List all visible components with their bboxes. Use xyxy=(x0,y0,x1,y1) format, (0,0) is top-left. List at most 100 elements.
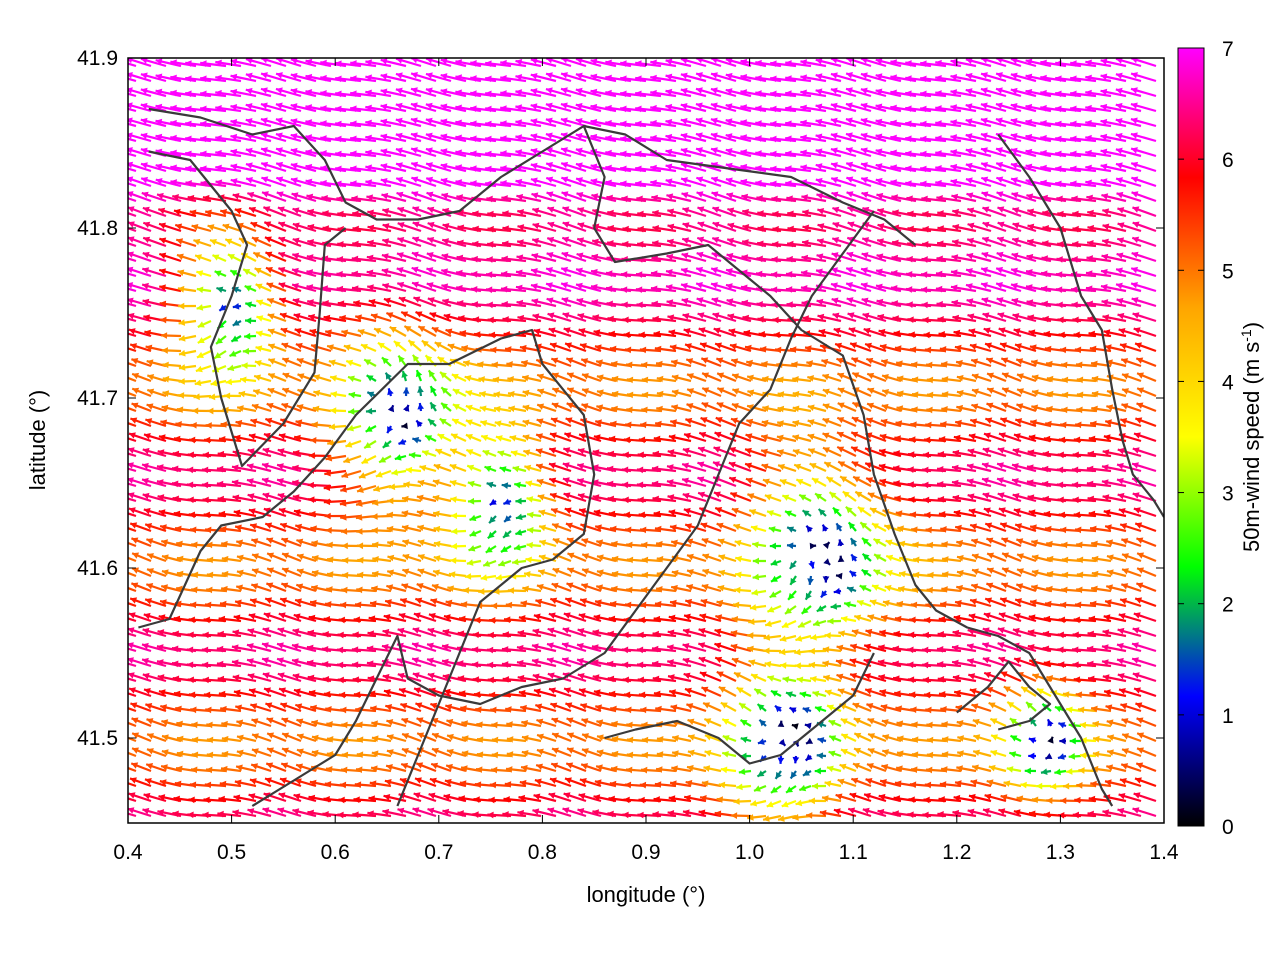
wind-arrow xyxy=(228,254,241,261)
wind-arrow xyxy=(1054,769,1066,776)
wind-arrow xyxy=(739,768,751,775)
wind-arrow xyxy=(231,336,241,342)
wind-arrow xyxy=(451,543,466,550)
wind-arrow xyxy=(767,675,781,681)
x-tick-label: 1.3 xyxy=(1046,841,1075,864)
wind-arrow xyxy=(782,621,796,628)
wind-arrow xyxy=(452,374,466,381)
wind-arrow xyxy=(782,801,796,807)
wind-arrow xyxy=(827,766,841,772)
wind-arrow xyxy=(224,392,241,399)
x-axis-ticks: 0.4 0.5 0.6 0.7 0.8 0.9 1.0 1.1 1.2 1.3 1.4 xyxy=(113,58,1179,864)
wind-arrow xyxy=(927,737,946,744)
wind-arrow xyxy=(795,662,811,669)
wind-arrow xyxy=(767,606,781,612)
wind-arrow xyxy=(823,525,829,532)
colorbar-tick-label: 7 xyxy=(1222,38,1234,61)
wind-arrow xyxy=(516,514,526,521)
wind-arrow xyxy=(818,737,826,744)
wind-arrow xyxy=(1066,768,1081,775)
wind-arrow xyxy=(416,420,423,427)
wind-arrow xyxy=(847,587,856,593)
wind-arrow xyxy=(466,434,481,441)
wind-arrow xyxy=(179,378,196,385)
wind-arrow xyxy=(829,751,841,757)
wind-arrow xyxy=(831,603,841,610)
wind-arrow xyxy=(527,527,541,534)
wind-arrow xyxy=(197,304,211,311)
wind-arrow xyxy=(451,512,466,519)
wind-arrow xyxy=(453,404,466,411)
wind-arrow xyxy=(398,356,406,366)
wind-arrow xyxy=(406,467,421,474)
wind-arrow xyxy=(926,407,946,414)
wind-arrow xyxy=(741,737,751,743)
wind-arrow xyxy=(823,542,830,549)
wind-arrow xyxy=(802,606,811,614)
wind-arrow xyxy=(767,510,781,516)
wind-arrow xyxy=(990,718,1006,726)
wind-arrow xyxy=(803,510,811,516)
wind-arrow xyxy=(1009,751,1021,757)
wind-arrow xyxy=(160,317,181,324)
wind-arrow xyxy=(514,482,526,489)
wind-arrow xyxy=(795,635,811,641)
wind-arrow xyxy=(782,495,796,501)
wind-arrow xyxy=(863,554,871,561)
colorbar-tick-label: 0 xyxy=(1222,816,1234,839)
wind-arrow xyxy=(501,546,511,552)
wind-arrow xyxy=(435,342,451,351)
wind-arrow xyxy=(1036,783,1051,790)
wind-arrow xyxy=(178,303,196,310)
wind-arrow xyxy=(757,770,766,776)
wind-arrow xyxy=(467,465,481,471)
wind-arrow xyxy=(312,421,331,428)
wind-arrow xyxy=(872,523,886,531)
wind-arrow xyxy=(492,752,511,759)
wind-arrow xyxy=(753,574,766,581)
wind-arrow xyxy=(763,647,781,654)
wind-arrow xyxy=(344,344,361,351)
wind-arrow xyxy=(422,450,436,456)
wind-arrow xyxy=(1028,753,1036,760)
wind-arrow xyxy=(245,302,256,309)
wind-arrow xyxy=(819,509,826,516)
wind-arrow xyxy=(179,364,196,371)
wind-arrow xyxy=(481,574,496,581)
wind-arrow xyxy=(349,392,361,399)
wind-arrow xyxy=(824,462,841,471)
wind-arrow xyxy=(195,380,211,387)
wind-arrow xyxy=(412,437,421,443)
wind-arrow xyxy=(1007,702,1021,711)
wind-arrow xyxy=(161,332,181,339)
wind-arrow xyxy=(451,528,466,535)
wind-arrow xyxy=(346,360,361,366)
wind-arrow xyxy=(793,756,800,763)
wind-arrow xyxy=(470,530,481,536)
wind-arrow xyxy=(210,239,226,246)
wind-arrow xyxy=(374,328,391,336)
wind-arrow xyxy=(480,420,496,426)
wind-arrow xyxy=(829,720,841,726)
wind-arrow xyxy=(1007,766,1021,773)
wind-arrow xyxy=(483,560,496,566)
wind-arrow xyxy=(989,765,1006,771)
wind-arrow xyxy=(806,738,813,744)
wind-arrow xyxy=(214,351,226,358)
wind-arrow xyxy=(525,557,541,564)
wind-arrow xyxy=(794,464,811,471)
wind-arrow xyxy=(487,482,496,488)
wind-arrow xyxy=(874,570,886,576)
colorbar-label-superscript: -1 xyxy=(1238,329,1254,342)
wind-arrow xyxy=(256,330,271,337)
wind-arrow xyxy=(245,285,256,291)
x-tick-label: 0.4 xyxy=(113,841,143,864)
wind-arrow xyxy=(466,419,481,426)
wind-arrow xyxy=(503,499,511,505)
wind-arrow xyxy=(834,588,841,595)
wind-arrow xyxy=(1004,780,1021,787)
wind-arrow xyxy=(245,317,256,324)
wind-arrow xyxy=(829,735,841,741)
wind-arrow xyxy=(838,556,845,562)
